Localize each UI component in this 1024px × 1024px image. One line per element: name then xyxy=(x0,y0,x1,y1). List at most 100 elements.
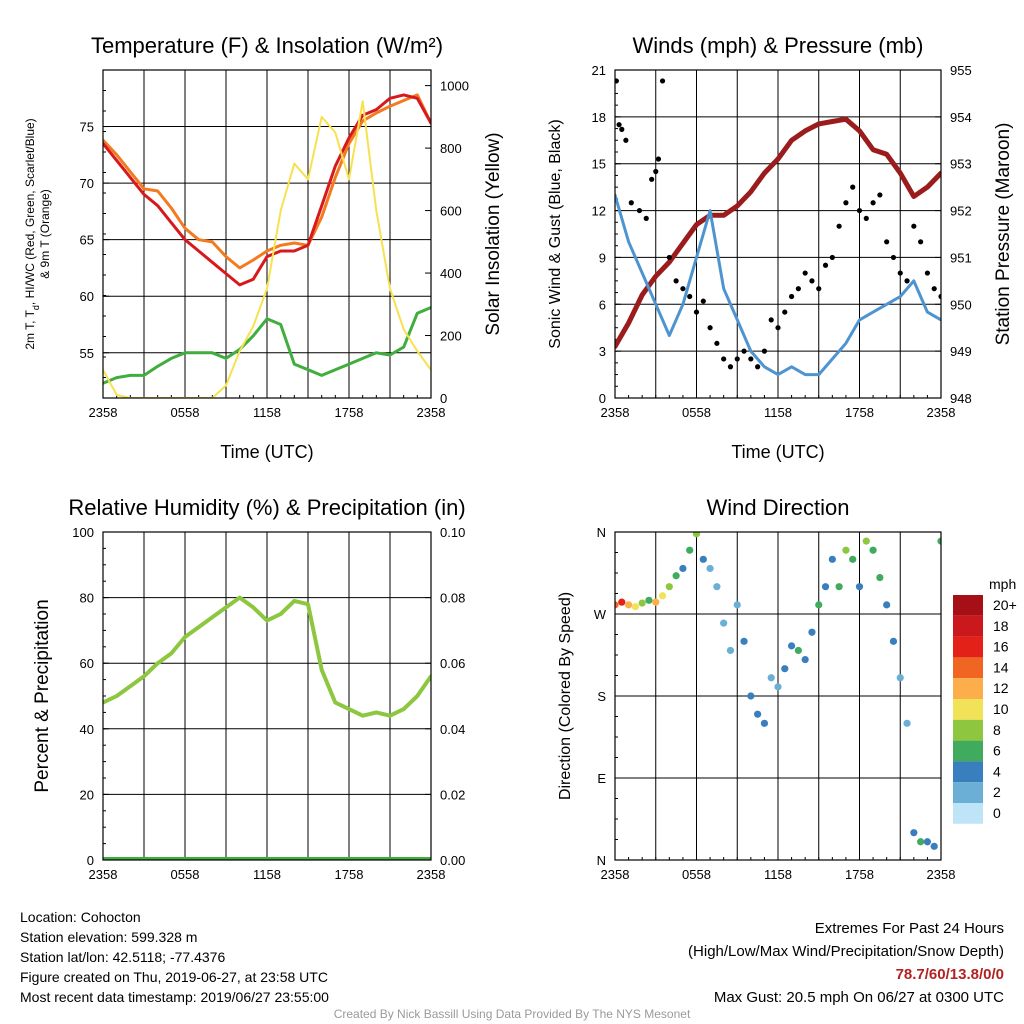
y-right-tick-label: 952 xyxy=(950,204,972,219)
location-text: Location: Cohocton xyxy=(20,909,141,925)
legend-swatch xyxy=(953,595,983,616)
legend-label: 20+ xyxy=(993,597,1017,613)
direction-point xyxy=(917,838,925,846)
gust-point xyxy=(700,298,706,304)
direction-point xyxy=(747,692,755,700)
gust-point xyxy=(687,293,693,300)
y-tick-label: N xyxy=(597,525,606,540)
y-axis-label-part: , HI/WC (Red, Green, Scarlet/Blue) xyxy=(23,118,37,305)
direction-point xyxy=(692,532,701,538)
gust-point xyxy=(809,278,815,284)
y-right-tick-label: 0.04 xyxy=(440,722,465,737)
gust-point xyxy=(850,184,856,190)
direction-point xyxy=(808,628,816,636)
created-text: Figure created on Thu, 2019-06-27, at 23… xyxy=(20,969,328,985)
x-tick-label: 1758 xyxy=(335,405,364,420)
gust-point xyxy=(863,215,869,221)
x-tick-label: 1158 xyxy=(764,405,792,420)
plot-area xyxy=(615,532,941,850)
gust-point xyxy=(748,356,754,362)
gust-point xyxy=(904,278,910,284)
direction-point xyxy=(815,601,823,609)
direction-point xyxy=(787,642,796,650)
extremes-values: 78.7/60/13.8/0/0 xyxy=(895,966,1004,983)
y-tick-label: 60 xyxy=(80,656,94,671)
y-axis-label: Percent & Precipitation xyxy=(32,599,53,792)
x-tick-label: 2358 xyxy=(927,405,956,420)
gust-point xyxy=(890,254,897,261)
legend-swatch xyxy=(953,803,983,824)
gust-point xyxy=(911,223,917,229)
plot-area xyxy=(103,93,431,398)
gust-point xyxy=(870,200,876,206)
direction-point xyxy=(638,599,646,607)
chart-title: Relative Humidity (%) & Precipitation (i… xyxy=(68,495,465,520)
chart-panel-2: 0 3 6 9 12 15 18 21 948 949 950 951 952 953 954 955 2358… xyxy=(547,33,1014,462)
direction-point xyxy=(937,537,941,545)
legend-label: 4 xyxy=(993,763,1001,779)
legend-label: 12 xyxy=(993,680,1009,696)
y-right-tick-label: 200 xyxy=(440,329,462,344)
direction-point xyxy=(631,603,639,611)
y-right-tick-label: 600 xyxy=(440,204,462,219)
gust-point xyxy=(680,286,686,292)
gust-point xyxy=(761,348,768,354)
plot-frame xyxy=(102,69,432,399)
gust-point xyxy=(768,317,774,323)
legend-label: 18 xyxy=(993,618,1009,634)
y-right-tick-label: 951 xyxy=(950,250,972,265)
direction-point xyxy=(679,564,687,573)
x-tick-label: 1158 xyxy=(253,867,281,882)
dewpoint-series-line xyxy=(103,306,431,385)
x-tick-label: 0558 xyxy=(682,867,711,882)
direction-point xyxy=(849,555,857,563)
y-right-tick-label: 0 xyxy=(440,391,447,406)
pressure-series-line xyxy=(615,116,941,349)
gust-point xyxy=(829,254,835,261)
gust-point xyxy=(788,293,795,300)
y-tick-label: 20 xyxy=(80,787,94,802)
direction-point xyxy=(706,564,714,573)
direction-point xyxy=(624,601,633,609)
x-tick-label: 1758 xyxy=(845,405,874,420)
gust-point xyxy=(628,200,634,206)
chart-title: Winds (mph) & Pressure (mb) xyxy=(633,33,924,58)
recent-data-text: Most recent data timestamp: 2019/06/27 2… xyxy=(20,989,329,1005)
gust-point xyxy=(897,270,903,276)
gust-point xyxy=(734,356,740,362)
y-right-tick-label: 949 xyxy=(950,344,972,359)
direction-point xyxy=(754,710,762,718)
legend-swatch xyxy=(953,678,983,699)
y-tick-label: 15 xyxy=(592,157,606,172)
gust-point xyxy=(775,325,781,331)
direction-point xyxy=(713,583,721,591)
legend-swatch xyxy=(953,657,983,679)
x-tick-label: 2358 xyxy=(89,867,118,882)
gust-point xyxy=(643,215,649,221)
y-tick-label: E xyxy=(597,771,606,786)
x-axis-label: Time (UTC) xyxy=(220,442,313,462)
direction-point xyxy=(835,583,843,591)
direction-point xyxy=(889,637,898,645)
gust-point xyxy=(693,309,700,315)
y-right-tick-label: 955 xyxy=(950,63,972,78)
direction-point xyxy=(794,646,802,655)
y-tick-label: 18 xyxy=(592,110,606,125)
y-right-tick-label: 0.00 xyxy=(440,853,465,868)
y-tick-label: 40 xyxy=(80,722,94,737)
direction-point xyxy=(720,619,728,627)
y-tick-label: 0 xyxy=(599,391,606,406)
plot-frame xyxy=(102,531,432,861)
y-axis-label: Sonic Wind & Gust (Blue, Black) xyxy=(547,119,564,348)
legend-swatch xyxy=(953,740,983,762)
gust-point xyxy=(721,356,727,362)
chart-title: Wind Direction xyxy=(706,495,849,520)
direction-point xyxy=(774,683,782,691)
x-tick-label: 1158 xyxy=(764,867,792,882)
legend-swatch xyxy=(953,782,983,803)
legend-swatch xyxy=(953,615,983,637)
gust-point xyxy=(653,168,659,175)
gust-point xyxy=(714,340,720,346)
